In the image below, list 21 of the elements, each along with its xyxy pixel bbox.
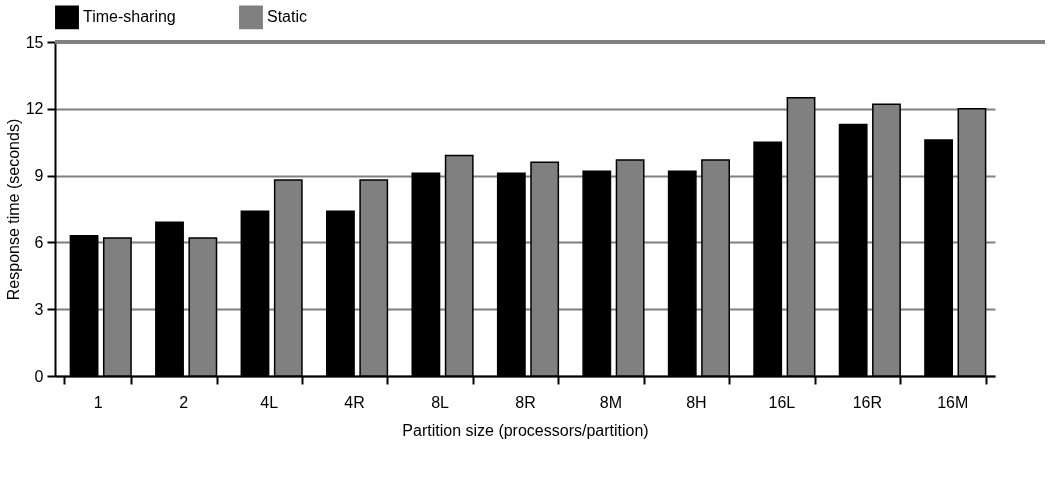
y-tick-label: 15 (25, 33, 44, 51)
legend-label: Static (267, 8, 308, 26)
y-axis-title: Response time (seconds) (4, 118, 22, 301)
x-tick-label: 16L (768, 393, 796, 411)
legend-label: Time-sharing (83, 8, 176, 26)
y-tick-label: 0 (34, 367, 44, 385)
y-tick-label: 9 (34, 167, 44, 185)
x-tick-label: 8M (599, 393, 623, 411)
y-tick-label: 6 (34, 233, 44, 251)
x-tick-label: 8L (431, 393, 450, 411)
x-axis-title: Partition size (processors/partition) (402, 421, 649, 439)
y-tick-label: 12 (25, 100, 44, 118)
x-tick-label: 2 (179, 393, 189, 411)
x-tick-label: 16R (852, 393, 882, 411)
x-tick-label: 16M (937, 393, 969, 411)
x-tick-label: 4R (344, 393, 365, 411)
x-tick-label: 1 (93, 393, 103, 411)
x-tick-label: 4L (260, 393, 279, 411)
x-tick-label: 8R (515, 393, 536, 411)
y-tick-label: 3 (34, 300, 44, 318)
x-tick-label: 8H (686, 393, 707, 411)
